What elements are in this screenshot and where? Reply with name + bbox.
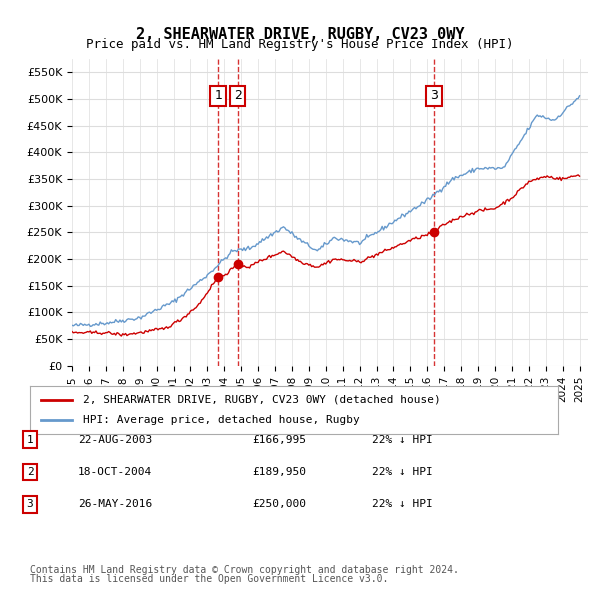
Text: 3: 3: [26, 500, 34, 509]
Text: Price paid vs. HM Land Registry's House Price Index (HPI): Price paid vs. HM Land Registry's House …: [86, 38, 514, 51]
Text: 1: 1: [214, 89, 222, 102]
Text: £189,950: £189,950: [252, 467, 306, 477]
Text: 18-OCT-2004: 18-OCT-2004: [78, 467, 152, 477]
Text: HPI: Average price, detached house, Rugby: HPI: Average price, detached house, Rugb…: [83, 415, 359, 425]
Text: 22% ↓ HPI: 22% ↓ HPI: [372, 500, 433, 509]
Text: 2: 2: [26, 467, 34, 477]
Text: 22% ↓ HPI: 22% ↓ HPI: [372, 467, 433, 477]
Text: £250,000: £250,000: [252, 500, 306, 509]
Text: 22-AUG-2003: 22-AUG-2003: [78, 435, 152, 444]
Text: 3: 3: [430, 89, 438, 102]
Text: 1: 1: [26, 435, 34, 444]
Text: Contains HM Land Registry data © Crown copyright and database right 2024.: Contains HM Land Registry data © Crown c…: [30, 565, 459, 575]
Text: This data is licensed under the Open Government Licence v3.0.: This data is licensed under the Open Gov…: [30, 574, 388, 584]
Text: 26-MAY-2016: 26-MAY-2016: [78, 500, 152, 509]
Text: £166,995: £166,995: [252, 435, 306, 444]
Text: 2, SHEARWATER DRIVE, RUGBY, CV23 0WY (detached house): 2, SHEARWATER DRIVE, RUGBY, CV23 0WY (de…: [83, 395, 440, 405]
Text: 2: 2: [233, 89, 242, 102]
Text: 22% ↓ HPI: 22% ↓ HPI: [372, 435, 433, 444]
Text: 2, SHEARWATER DRIVE, RUGBY, CV23 0WY: 2, SHEARWATER DRIVE, RUGBY, CV23 0WY: [136, 27, 464, 41]
